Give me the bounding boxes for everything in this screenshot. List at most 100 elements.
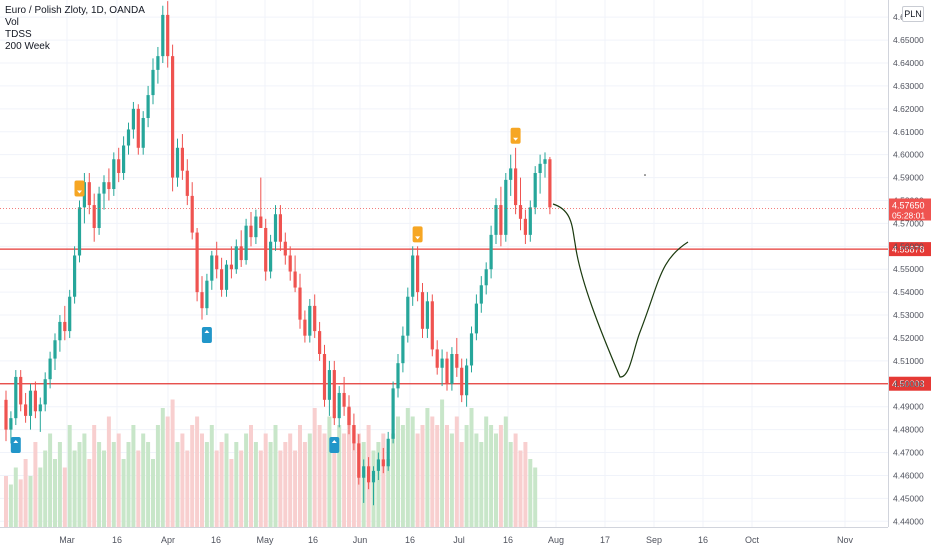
current-price-label: 4.57650 (892, 201, 925, 211)
price-axis[interactable]: 4.660004.650004.640004.630004.620004.610… (888, 0, 932, 527)
countdown-label: 05:28:01 (892, 211, 925, 221)
candle-body (401, 335, 405, 364)
candle-body (151, 69, 155, 96)
candle-body (396, 363, 400, 389)
candle-body (514, 168, 518, 206)
volume-bar (209, 425, 214, 527)
volume-bar (302, 442, 307, 527)
volume-bar (97, 442, 102, 527)
candle-body (122, 145, 126, 173)
candle-body (538, 163, 542, 173)
volume-bar (347, 408, 351, 527)
volume-bar (67, 425, 72, 527)
volume-bar (479, 442, 484, 527)
candle-body (450, 354, 454, 384)
candle-body (293, 271, 297, 288)
candle-body (229, 264, 233, 270)
candle-body (185, 170, 189, 196)
candle-body (273, 214, 278, 242)
candle-body (180, 147, 184, 171)
volume-bar (57, 442, 62, 527)
volume-bar (420, 425, 425, 527)
volume-bar (332, 442, 337, 527)
sell-signal-icon (412, 226, 423, 243)
candle-body (376, 459, 380, 471)
current-price-tag (889, 198, 931, 221)
price-tick-label: 4.45000 (893, 493, 924, 503)
volume-bar (283, 442, 288, 527)
volume-bar (18, 479, 23, 527)
volume-bar (445, 425, 449, 527)
volume-bar (268, 442, 273, 527)
candle-body (523, 218, 527, 235)
candle-body (259, 216, 263, 228)
volume-bar (170, 399, 175, 527)
volume-bar (116, 433, 121, 527)
volume-bar (48, 433, 53, 527)
volume-bar (298, 425, 302, 527)
candle-body (14, 376, 18, 419)
volume-bar (253, 442, 258, 527)
legend-indicator-vol[interactable]: Vol (5, 17, 19, 28)
price-tick-label: 4.54000 (893, 287, 924, 297)
candle-body (528, 207, 532, 235)
legend-indicator-tdss[interactable]: TDSS (5, 29, 32, 40)
projection-drawing[interactable] (552, 203, 689, 378)
candle-body (166, 14, 170, 57)
candle-body (298, 287, 302, 320)
candle-body (239, 246, 243, 261)
candle-body (469, 333, 474, 366)
volume-bar (449, 433, 454, 527)
volume-bar (400, 425, 405, 527)
candle-body (220, 269, 224, 290)
candle-body (479, 285, 483, 304)
legend-indicator-200-week[interactable]: 200 Week (5, 41, 50, 52)
price-tick-label: 4.51000 (893, 356, 924, 366)
horizontal-levels[interactable]: 4.55878 4.50003 (0, 242, 931, 391)
time-tick-label: 16 (698, 535, 708, 545)
volume-bar (508, 442, 513, 527)
volume-bar (410, 416, 415, 527)
volume-bar (464, 425, 469, 527)
price-tick-label: 4.50000 (893, 379, 924, 389)
candle-body (68, 296, 72, 332)
volume-bar (405, 408, 410, 527)
volume-bar (234, 442, 239, 527)
volume-bar (82, 433, 87, 527)
candle-body (58, 321, 62, 341)
volume-bar (200, 433, 204, 527)
candle-body (465, 365, 469, 396)
volume-bar (141, 433, 146, 527)
level-tag (889, 376, 931, 391)
volume-bar (23, 459, 28, 527)
price-tick-label: 4.44000 (893, 516, 924, 526)
candle-body (352, 425, 356, 444)
volume-bar (307, 433, 312, 527)
currency-badge[interactable]: PLN (902, 6, 924, 22)
candle-body (102, 182, 106, 194)
price-tick-label: 4.61000 (893, 127, 924, 137)
candle-body (136, 108, 140, 148)
volume-bar (77, 442, 82, 527)
candle-body (92, 205, 96, 228)
volume-bar (13, 467, 18, 527)
arrow-down-icon (415, 236, 421, 240)
volume-bar (151, 459, 155, 527)
candle-body (210, 255, 214, 281)
candle-body (215, 255, 219, 270)
volume-bar (342, 433, 347, 527)
volume-bar (376, 442, 381, 527)
candle-body (504, 179, 508, 235)
volume-bar (523, 442, 528, 527)
candle-body (313, 305, 317, 332)
candle-body (234, 246, 238, 270)
chart-legend: Euro / Polish Zloty, 1D, OANDA Vol TDSS … (5, 5, 145, 53)
candle-body (171, 56, 175, 178)
volume-bar (440, 399, 445, 527)
time-axis[interactable]: Mar 16 Apr 16 May 16 Jun 16 Jul 16 Aug 17 Sep 16 Oct No… (0, 527, 888, 546)
time-tick-label: May (256, 535, 274, 545)
candle-body (117, 159, 121, 173)
arrow-up-icon (204, 330, 210, 334)
candle-body (445, 358, 449, 384)
